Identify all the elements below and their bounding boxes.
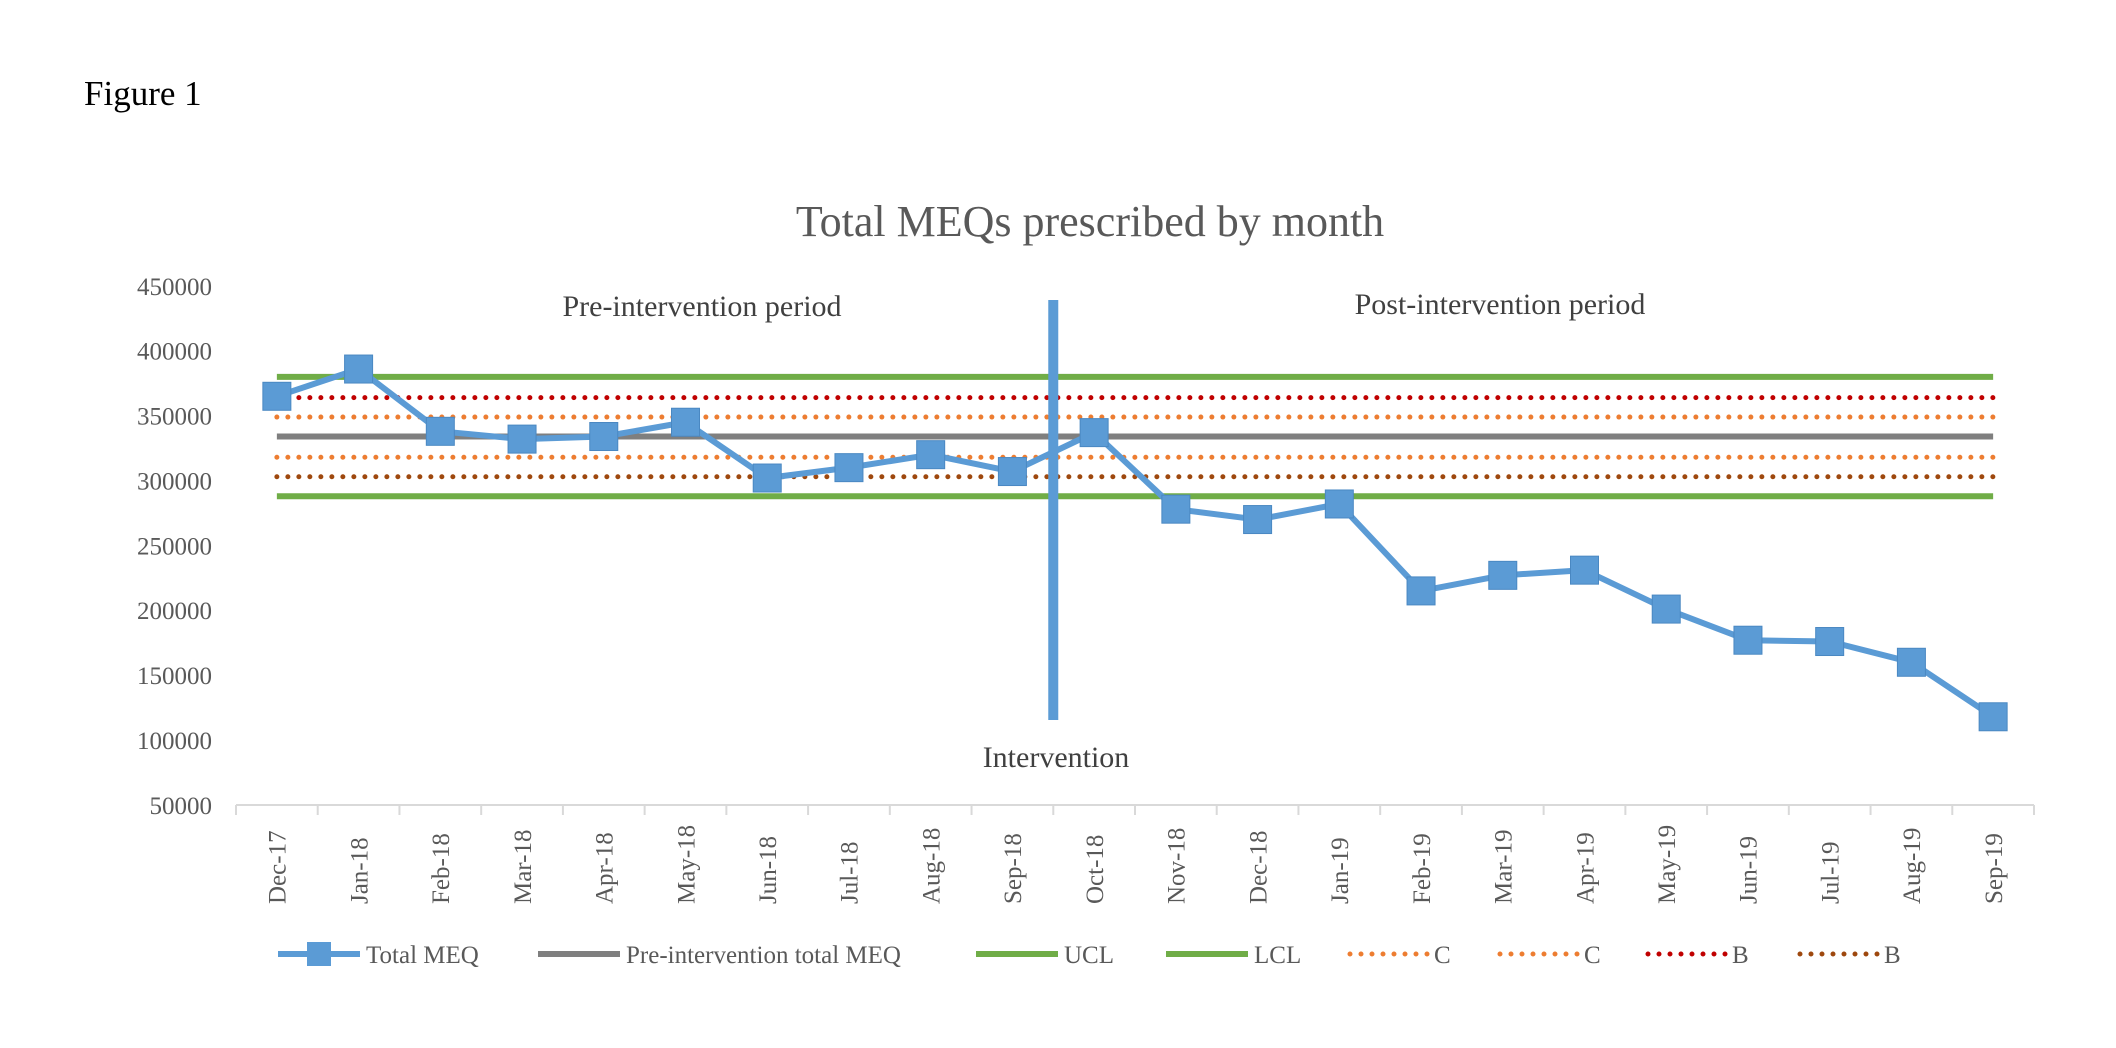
x-tick-label: Nov-18 <box>1164 828 1191 904</box>
legend-item: Pre-intervention total MEQ <box>538 942 901 969</box>
legend-label: Pre-intervention total MEQ <box>626 942 901 969</box>
data-point <box>1406 576 1436 606</box>
data-point <box>752 463 782 493</box>
y-tick-label: 300000 <box>137 468 212 495</box>
y-tick-label: 100000 <box>137 728 212 755</box>
total-meq-line <box>275 366 1995 720</box>
legend-item: C <box>1497 942 1601 969</box>
x-tick-label: Feb-19 <box>1409 833 1436 904</box>
data-point <box>344 354 374 384</box>
x-tick-label: Jan-18 <box>346 837 373 904</box>
legend-item: B <box>1797 942 1901 969</box>
annotation-post-intervention: Post-intervention period <box>1355 288 1646 321</box>
legend-label: B <box>1884 942 1901 969</box>
data-point <box>589 422 619 452</box>
data-point <box>997 457 1027 487</box>
x-tick-label: Sep-19 <box>1981 833 2008 904</box>
legend-item: UCL <box>976 942 1114 969</box>
x-tick-label: Jun-19 <box>1736 836 1763 904</box>
data-point <box>1161 494 1191 524</box>
total-meq-series <box>262 354 2008 732</box>
x-tick-label: Feb-18 <box>428 833 455 904</box>
legend-label: UCL <box>1064 942 1114 969</box>
data-point <box>1324 489 1354 519</box>
data-point <box>1079 418 1109 448</box>
y-tick-label: 200000 <box>137 598 212 625</box>
y-tick-label: 450000 <box>137 274 212 301</box>
legend-item: LCL <box>1166 942 1301 969</box>
data-point <box>507 424 537 454</box>
chart-title: Total MEQs prescribed by month <box>796 197 1384 246</box>
x-tick-label: May-18 <box>673 825 700 904</box>
legend-item: B <box>1645 942 1749 969</box>
x-tick-label: Mar-18 <box>510 830 537 904</box>
x-tick-label: May-19 <box>1654 825 1681 904</box>
legend-label: B <box>1732 942 1749 969</box>
figure-label: Figure 1 <box>84 74 202 113</box>
legend-label: C <box>1434 942 1451 969</box>
x-tick-label: Aug-18 <box>918 828 945 904</box>
x-tick-label: Jan-19 <box>1327 837 1354 904</box>
x-tick-label: Sep-18 <box>1000 833 1027 904</box>
data-point <box>1570 555 1599 585</box>
data-point <box>1733 625 1763 655</box>
x-tick-label: Dec-17 <box>265 830 292 904</box>
x-tick-label: Jun-18 <box>755 836 782 904</box>
data-point <box>1896 647 1926 677</box>
y-tick-label: 350000 <box>137 404 212 431</box>
x-tick-label: Oct-18 <box>1082 835 1109 904</box>
intervention-label: Intervention <box>983 741 1130 774</box>
data-point <box>834 453 864 483</box>
data-point <box>916 440 946 470</box>
data-point <box>1488 560 1518 590</box>
x-tick-label: Jul-19 <box>1817 842 1844 905</box>
data-point <box>1815 627 1845 657</box>
y-tick-label: 50000 <box>150 793 213 820</box>
x-tick-label: Mar-19 <box>1491 830 1518 904</box>
legend-label: C <box>1584 942 1601 969</box>
legend-item: Total MEQ <box>278 942 479 969</box>
legend-item: C <box>1347 942 1451 969</box>
y-tick-label: 400000 <box>137 339 212 366</box>
x-tick-label: Aug-19 <box>1899 828 1926 904</box>
data-point <box>671 407 700 437</box>
legend-label: LCL <box>1254 942 1301 969</box>
legend: Total MEQ Pre-intervention total MEQ UCL LC… <box>278 942 1901 969</box>
y-tick-label: 150000 <box>137 663 212 690</box>
x-tick-label: Jul-18 <box>837 842 864 905</box>
data-point <box>1978 702 2008 732</box>
legend-label: Total MEQ <box>366 942 479 969</box>
x-tick-label: Dec-18 <box>1245 830 1272 904</box>
y-tick-label: 250000 <box>137 533 212 560</box>
axes: Dec-17 Jan-18 Feb-18 Mar-18 Apr-18 May-18 Jun-… <box>137 274 2035 905</box>
annotation-pre-intervention: Pre-intervention period <box>562 290 841 323</box>
x-tick-label: Apr-18 <box>592 832 619 904</box>
data-point <box>1243 505 1273 535</box>
data-point <box>425 416 455 446</box>
data-point <box>262 381 292 411</box>
legend-marker <box>307 942 331 966</box>
data-point <box>1651 594 1681 624</box>
x-tick-label: Apr-19 <box>1572 832 1599 904</box>
